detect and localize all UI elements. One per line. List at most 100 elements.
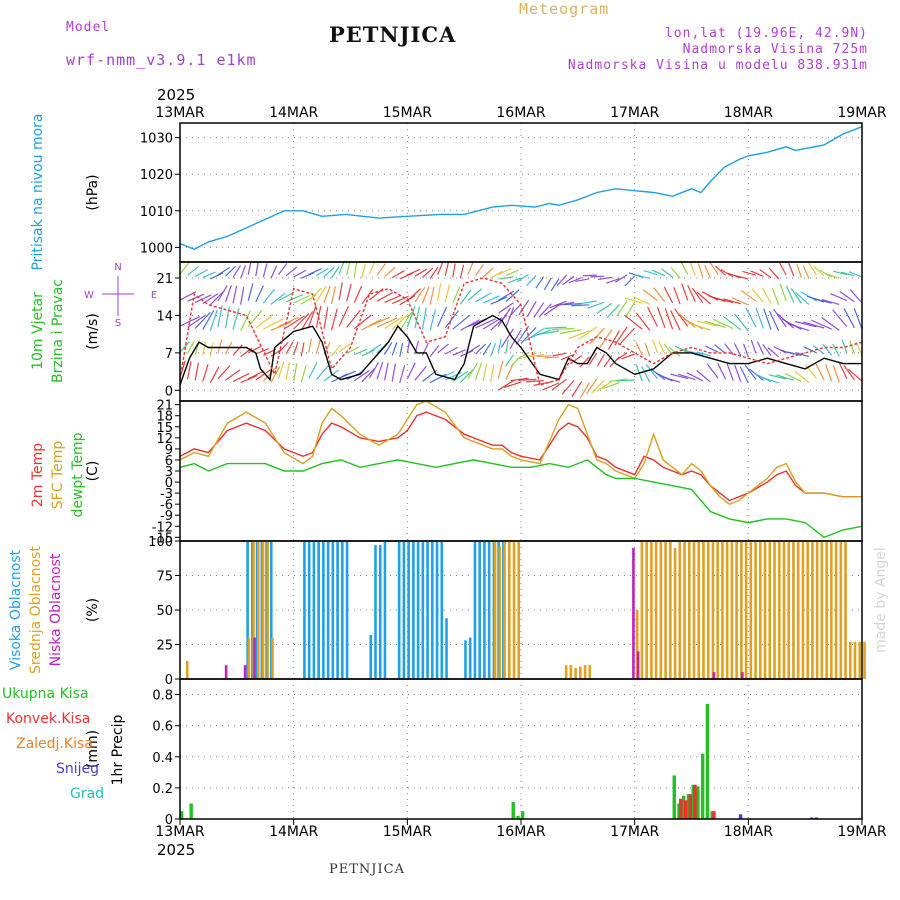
bar xyxy=(759,541,762,679)
wind-arrow xyxy=(270,321,292,331)
wind-arrow xyxy=(444,262,449,277)
wind-arrow xyxy=(825,273,840,279)
wind-arrow xyxy=(179,291,197,301)
y-tick-label: 0.4 xyxy=(152,751,173,766)
wind-arrow xyxy=(616,379,635,382)
bar xyxy=(782,541,786,679)
wind-arrow xyxy=(209,342,214,357)
wind-arrow xyxy=(346,309,361,328)
bar xyxy=(672,775,676,819)
bar xyxy=(853,641,857,679)
wind-arrow xyxy=(330,286,336,305)
wind-arrow xyxy=(687,285,696,302)
bar xyxy=(464,640,467,679)
wind-arrow xyxy=(680,261,689,275)
wind-arrow xyxy=(606,278,620,284)
wind-arrow xyxy=(316,267,329,277)
series-line xyxy=(179,400,862,505)
wind-arrow xyxy=(656,306,666,329)
bar xyxy=(673,547,677,679)
wind-arrow xyxy=(452,263,456,278)
bar xyxy=(252,541,255,679)
wind-arrow xyxy=(822,343,833,356)
x-tick-label-bottom: 15MAR xyxy=(383,824,432,840)
wind-arrow xyxy=(785,285,795,303)
wind-arrow xyxy=(544,326,567,329)
wind-arrow xyxy=(285,266,298,277)
bar xyxy=(247,637,251,679)
wind-arrow xyxy=(414,365,427,381)
wind-arrow xyxy=(240,310,251,331)
wind-arrow xyxy=(376,317,398,328)
bar xyxy=(787,541,791,679)
bar xyxy=(692,541,696,679)
panel-frame xyxy=(179,678,863,820)
wind-arrow xyxy=(452,314,471,330)
y-tick-label: 1000 xyxy=(140,241,173,256)
wind-arrow xyxy=(674,308,689,327)
wind-arrow xyxy=(406,288,421,302)
bar xyxy=(498,546,502,679)
wind-arrow xyxy=(776,374,794,381)
y-tick-label: 6 xyxy=(165,454,173,469)
wind-arrow xyxy=(240,265,246,279)
wind-arrow xyxy=(586,378,598,395)
bar xyxy=(811,541,814,679)
wind-arrow xyxy=(437,282,442,301)
y-tick-label: 9 xyxy=(165,443,173,458)
y-unit-label: (m/s) xyxy=(85,313,101,350)
wind-arrow xyxy=(505,339,509,354)
wind-arrow xyxy=(670,310,681,331)
bar xyxy=(435,541,439,679)
wind-arrow xyxy=(217,285,228,302)
wind-arrow xyxy=(255,347,269,355)
wind-arrow xyxy=(361,264,366,278)
wind-arrow xyxy=(689,262,696,276)
y-tick-label: 50 xyxy=(156,604,173,619)
wind-arrow xyxy=(853,308,863,330)
wind-arrow xyxy=(551,378,567,391)
y-axis-label: Visoka Oblacnost xyxy=(8,549,24,670)
wind-arrow xyxy=(739,366,749,384)
bar xyxy=(763,541,767,679)
bar xyxy=(303,541,306,679)
wind-arrow xyxy=(599,329,613,349)
wind-arrow xyxy=(533,302,545,318)
wind-arrow xyxy=(543,304,560,316)
wind-arrow xyxy=(414,306,421,329)
bar xyxy=(659,541,663,679)
wind-arrow xyxy=(308,305,317,327)
wind-arrow xyxy=(353,262,358,277)
wind-arrow xyxy=(824,364,833,382)
wind-arrow xyxy=(677,373,696,381)
wind-arrow xyxy=(830,292,848,302)
wind-arrow xyxy=(300,342,305,357)
compass-w: W xyxy=(84,290,94,301)
wind-arrow xyxy=(803,346,817,354)
x-tick-label-bottom: 19MAR xyxy=(837,824,886,840)
wind-arrow xyxy=(300,364,307,383)
wind-arrow xyxy=(331,344,341,357)
wind-arrow xyxy=(202,271,216,279)
wind-arrow xyxy=(562,275,575,286)
wind-arrow xyxy=(499,276,514,280)
wind-arrow xyxy=(308,338,312,353)
bar xyxy=(271,637,274,679)
wind-arrow xyxy=(308,362,318,379)
y-tick-label: 0.8 xyxy=(152,689,173,704)
bar xyxy=(773,541,776,679)
wind-arrow xyxy=(368,362,380,379)
x-tick-label-bottom: 16MAR xyxy=(496,824,545,840)
y-tick-label: -6 xyxy=(160,498,173,513)
wind-arrow xyxy=(790,288,802,304)
bar xyxy=(725,541,729,679)
bar xyxy=(809,817,814,819)
bar xyxy=(224,665,228,679)
wind-arrow xyxy=(717,362,727,380)
bar xyxy=(345,541,349,679)
wind-arrow xyxy=(209,309,218,331)
wind-arrow xyxy=(323,307,329,329)
bar xyxy=(517,541,521,679)
wind-arrow xyxy=(590,275,605,278)
y-tick-label: -3 xyxy=(160,487,173,502)
